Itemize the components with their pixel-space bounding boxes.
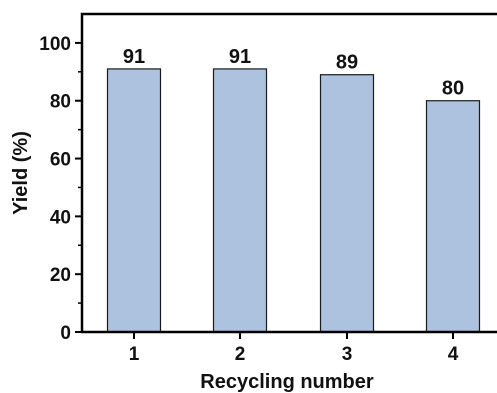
y-tick-label-20: 20 (50, 265, 71, 286)
y-tick-label-100: 100 (39, 34, 71, 55)
bar-4 (425, 100, 481, 333)
x-axis-title: Recycling number (200, 371, 374, 393)
x-tick-label-4: 4 (448, 344, 459, 365)
plot-frame (80, 12, 497, 334)
x-ticks-layer: 1 2 3 4 (129, 332, 459, 365)
x-tick-label-1: 1 (129, 344, 140, 365)
x-tick-label-3: 3 (342, 344, 353, 365)
data-label-2: 91 (229, 46, 251, 68)
y-tick-label-60: 60 (50, 150, 71, 171)
data-label-3: 89 (336, 52, 358, 74)
y-tick-label-80: 80 (50, 92, 71, 113)
y-tick-label-40: 40 (50, 207, 71, 228)
data-labels-layer: 91 91 89 80 (123, 46, 464, 100)
y-tick-label-0: 0 (60, 323, 71, 344)
bars-layer (106, 68, 481, 333)
data-label-1: 91 (123, 46, 145, 68)
x-tick-label-2: 2 (235, 344, 246, 365)
bar-2 (212, 68, 268, 333)
axes-layer (80, 12, 497, 334)
data-label-4: 80 (442, 78, 464, 100)
y-ticks-layer: 0 20 40 60 80 100 (39, 34, 82, 344)
y-axis-title: Yield (%) (10, 131, 32, 215)
bar-3 (319, 74, 375, 333)
bar-1 (106, 68, 162, 333)
